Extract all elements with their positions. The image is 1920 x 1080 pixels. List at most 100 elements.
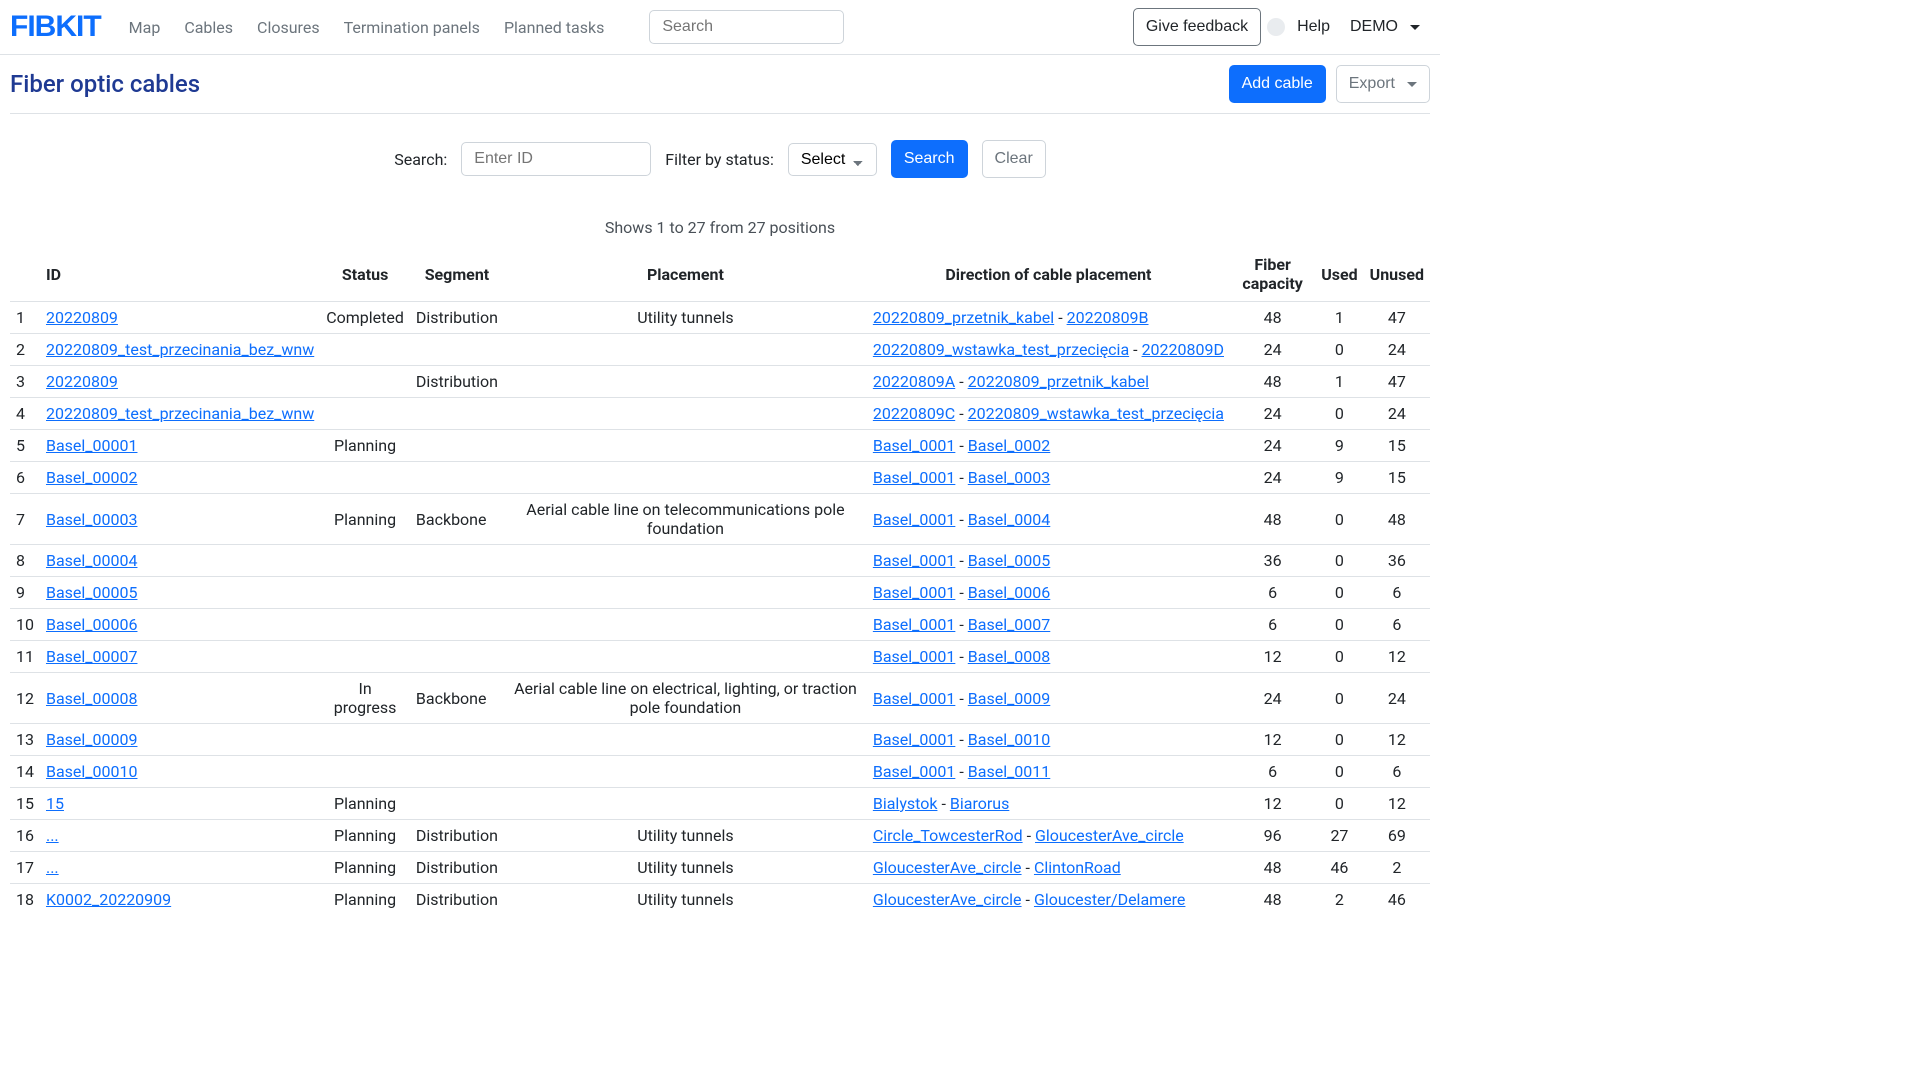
direction-to-link[interactable]: Basel_0007 <box>968 615 1051 634</box>
cable-id-link[interactable]: 20220809_test_przecinania_bez_wnw <box>46 340 314 359</box>
cable-id-link[interactable]: Basel_00009 <box>46 730 137 749</box>
cable-id-link[interactable]: 15 <box>46 794 64 813</box>
nav-termination-panels[interactable]: Termination panels <box>334 12 490 43</box>
row-direction: Basel_0001-Basel_0005 <box>867 545 1230 577</box>
status-select[interactable]: Select <box>788 143 877 176</box>
cable-id-link[interactable]: Basel_00001 <box>46 436 137 455</box>
cable-id-link[interactable]: Basel_00010 <box>46 762 137 781</box>
brand-logo[interactable]: FIBKIT <box>10 10 119 44</box>
nav-cables[interactable]: Cables <box>174 12 243 43</box>
row-status: Planning <box>320 494 410 545</box>
global-search-input[interactable] <box>649 10 844 44</box>
direction-from-link[interactable]: Basel_0001 <box>873 647 956 666</box>
direction-to-link[interactable]: 20220809_przetnik_kabel <box>968 372 1149 391</box>
row-index: 9 <box>10 577 40 609</box>
direction-from-link[interactable]: GloucesterAve_circle <box>873 890 1022 909</box>
cable-id-link[interactable]: Basel_00008 <box>46 689 137 708</box>
give-feedback-button[interactable]: Give feedback <box>1133 8 1261 46</box>
direction-from-link[interactable]: GloucesterAve_circle <box>873 858 1022 877</box>
direction-to-link[interactable]: GloucesterAve_circle <box>1035 826 1184 845</box>
table-row: 17...PlanningDistributionUtility tunnels… <box>10 852 1430 884</box>
direction-from-link[interactable]: Circle_TowcesterRod <box>873 826 1023 845</box>
direction-from-link[interactable]: 20220809_wstawka_test_przecięcia <box>873 340 1129 359</box>
direction-to-link[interactable]: Basel_0005 <box>968 551 1051 570</box>
row-unused: 36 <box>1364 545 1430 577</box>
cable-id-link[interactable]: ... <box>46 858 59 877</box>
row-direction: Basel_0001-Basel_0006 <box>867 577 1230 609</box>
direction-from-link[interactable]: Bialystok <box>873 794 938 813</box>
search-button[interactable]: Search <box>891 140 968 178</box>
direction-from-link[interactable]: Basel_0001 <box>873 730 956 749</box>
cable-id-link[interactable]: ... <box>46 826 59 845</box>
direction-to-link[interactable]: Basel_0011 <box>968 762 1051 781</box>
table-header-row: ID Status Segment Placement Direction of… <box>10 247 1430 302</box>
cable-id-link[interactable]: Basel_00007 <box>46 647 137 666</box>
direction-to-link[interactable]: Basel_0003 <box>968 468 1051 487</box>
row-used: 0 <box>1315 545 1363 577</box>
direction-from-link[interactable]: 20220809A <box>873 372 955 391</box>
direction-from-link[interactable]: Basel_0001 <box>873 689 956 708</box>
direction-separator: - <box>1054 308 1066 327</box>
user-menu[interactable]: DEMO <box>1340 9 1430 45</box>
direction-from-link[interactable]: Basel_0001 <box>873 510 956 529</box>
direction-to-link[interactable]: Basel_0002 <box>968 436 1051 455</box>
row-unused: 6 <box>1364 756 1430 788</box>
direction-to-link[interactable]: ClintonRoad <box>1034 858 1121 877</box>
direction-to-link[interactable]: Basel_0006 <box>968 583 1051 602</box>
direction-from-link[interactable]: 20220809_przetnik_kabel <box>873 308 1054 327</box>
table-row: 13Basel_00009Basel_0001-Basel_001012012 <box>10 724 1430 756</box>
cable-id-link[interactable]: Basel_00006 <box>46 615 137 634</box>
row-unused: 15 <box>1364 430 1430 462</box>
direction-to-link[interactable]: Gloucester/Delamere <box>1034 890 1185 909</box>
cable-id-link[interactable]: 20220809 <box>46 308 118 327</box>
nav-planned-tasks[interactable]: Planned tasks <box>494 12 614 43</box>
direction-to-link[interactable]: Biarorus <box>950 794 1009 813</box>
row-direction: Basel_0001-Basel_0009 <box>867 673 1230 724</box>
row-used: 0 <box>1315 724 1363 756</box>
direction-from-link[interactable]: Basel_0001 <box>873 583 956 602</box>
table-row: 120220809CompletedDistributionUtility tu… <box>10 302 1430 334</box>
cable-id-link[interactable]: K0002_20220909 <box>46 890 171 909</box>
clear-button[interactable]: Clear <box>982 140 1046 178</box>
direction-to-link[interactable]: 20220809D <box>1142 340 1224 359</box>
row-status: Planning <box>320 430 410 462</box>
row-status <box>320 724 410 756</box>
row-capacity: 12 <box>1230 641 1315 673</box>
row-used: 46 <box>1315 852 1363 884</box>
direction-separator: - <box>1129 340 1141 359</box>
cable-id-link[interactable]: Basel_00002 <box>46 468 137 487</box>
direction-to-link[interactable]: Basel_0010 <box>968 730 1051 749</box>
direction-to-link[interactable]: 20220809B <box>1067 308 1149 327</box>
direction-to-link[interactable]: 20220809_wstawka_test_przecięcia <box>968 404 1224 423</box>
direction-to-link[interactable]: Basel_0008 <box>968 647 1051 666</box>
direction-from-link[interactable]: Basel_0001 <box>873 762 956 781</box>
row-segment <box>410 756 504 788</box>
help-button[interactable]: Help <box>1287 9 1340 45</box>
direction-to-link[interactable]: Basel_0004 <box>968 510 1051 529</box>
direction-from-link[interactable]: Basel_0001 <box>873 615 956 634</box>
row-used: 0 <box>1315 641 1363 673</box>
row-capacity: 48 <box>1230 366 1315 398</box>
cable-id-link[interactable]: 20220809 <box>46 372 118 391</box>
add-cable-button[interactable]: Add cable <box>1229 65 1326 103</box>
row-segment: Backbone <box>410 673 504 724</box>
row-used: 9 <box>1315 462 1363 494</box>
row-placement <box>504 641 867 673</box>
nav-map[interactable]: Map <box>119 12 171 43</box>
nav-closures[interactable]: Closures <box>247 12 330 43</box>
direction-to-link[interactable]: Basel_0009 <box>968 689 1051 708</box>
row-index: 5 <box>10 430 40 462</box>
direction-from-link[interactable]: Basel_0001 <box>873 468 956 487</box>
search-id-input[interactable] <box>461 142 651 176</box>
cable-id-link[interactable]: Basel_00004 <box>46 551 137 570</box>
direction-from-link[interactable]: 20220809C <box>873 404 955 423</box>
row-status <box>320 398 410 430</box>
cable-id-link[interactable]: Basel_00003 <box>46 510 137 529</box>
row-unused: 47 <box>1364 366 1430 398</box>
cable-id-link[interactable]: 20220809_test_przecinania_bez_wnw <box>46 404 314 423</box>
row-unused: 2 <box>1364 852 1430 884</box>
cable-id-link[interactable]: Basel_00005 <box>46 583 137 602</box>
direction-from-link[interactable]: Basel_0001 <box>873 436 956 455</box>
direction-from-link[interactable]: Basel_0001 <box>873 551 956 570</box>
export-button[interactable]: Export <box>1336 65 1430 103</box>
